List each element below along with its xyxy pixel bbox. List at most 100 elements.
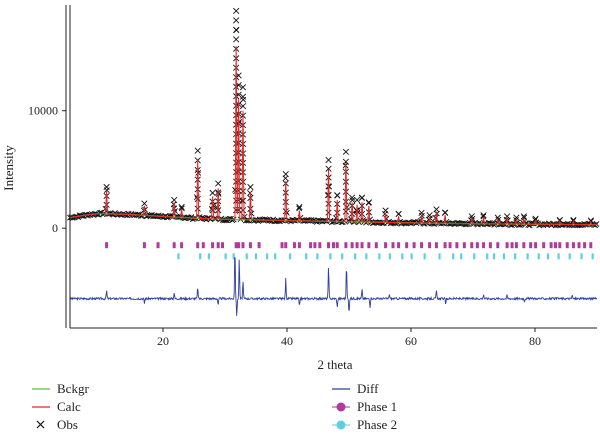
x-tick-label: 60 [405, 334, 417, 348]
obs-point [239, 93, 247, 100]
obs-point [325, 209, 332, 216]
legend-item-phase2: Phase 2 [332, 417, 397, 432]
obs-point [338, 219, 345, 226]
obs-point [239, 169, 247, 176]
obs-point [215, 180, 222, 187]
obs-point [494, 214, 501, 221]
obs-point [215, 207, 222, 214]
obs-point [365, 199, 372, 206]
x-axis-label: 2 theta [317, 357, 352, 372]
obs-point [503, 213, 511, 220]
x-axis: 20 40 60 80 2 theta [70, 327, 597, 372]
obs-point [325, 165, 332, 172]
obs-point [426, 212, 433, 219]
obs-point [239, 197, 247, 204]
obs-point [239, 188, 247, 195]
legend-label: Calc [57, 399, 81, 414]
obs-point [247, 183, 254, 191]
legend-item-diff: Diff [332, 381, 379, 396]
obs-point [233, 7, 240, 14]
obs-point [358, 194, 366, 201]
obs-point [296, 203, 303, 211]
obs-point [103, 183, 110, 191]
obs-point [395, 210, 402, 218]
legend-label: Phase 2 [357, 417, 397, 432]
legend-item-obs: Obs [36, 417, 78, 432]
x-tick-label: 20 [157, 334, 169, 348]
obs-point [239, 178, 247, 185]
obs-point [334, 192, 341, 199]
obs-point [233, 36, 240, 43]
obs-point [209, 207, 216, 214]
obs-point [382, 207, 389, 214]
obs-point [138, 213, 144, 219]
y-tick-label: 0 [52, 221, 58, 235]
y-axis: 0 10000 Intensity [1, 5, 71, 328]
legend-item-calc: Calc [32, 399, 81, 414]
legend-label: Obs [57, 417, 78, 432]
obs-point [194, 147, 201, 154]
obs-point [325, 156, 332, 164]
legend-swatch [336, 402, 346, 412]
obs-point [325, 200, 332, 207]
y-tick-label: 10000 [28, 104, 58, 118]
x-ticks: 20 40 60 80 [157, 328, 541, 348]
legend-item-phase1: Phase 1 [332, 399, 397, 414]
obs-point [348, 194, 356, 201]
legend-label: Phase 1 [357, 399, 397, 414]
obs-point [348, 210, 356, 217]
obs-point [587, 217, 594, 224]
obs-point [282, 208, 289, 215]
obs-point [168, 213, 174, 220]
obs-point [349, 197, 356, 203]
obs-point [525, 222, 532, 228]
legend-swatch [36, 420, 45, 429]
obs-point [171, 196, 178, 204]
obs-point [342, 198, 350, 205]
diff-line [69, 257, 598, 316]
legend-label: Diff [357, 381, 379, 396]
obs-point [194, 195, 201, 203]
obs-point [282, 198, 289, 206]
obs-point [209, 189, 216, 197]
obs-point [480, 212, 487, 219]
obs-point [520, 213, 527, 220]
obs-point [141, 200, 148, 207]
obs-point [358, 210, 366, 217]
obs-point [282, 171, 289, 178]
obs-point [194, 205, 201, 212]
obs-point [521, 214, 528, 221]
obs-point [94, 211, 101, 218]
obs-point [229, 217, 236, 224]
phase2-reflections [177, 253, 594, 260]
obs-series [67, 7, 600, 229]
obs-point [233, 26, 240, 33]
obs-point [480, 213, 487, 220]
obs-point [239, 84, 247, 91]
obs-point [239, 207, 247, 214]
series-layer [67, 7, 600, 316]
x-tick-label: 80 [529, 334, 541, 348]
obs-point [239, 103, 247, 110]
phase1-reflections [105, 242, 593, 249]
obs-point [342, 158, 350, 165]
obs-point [342, 208, 350, 215]
legend-label: Bckgr [57, 381, 89, 396]
obs-point [418, 209, 425, 217]
obs-point [451, 221, 458, 228]
obs-point [334, 209, 341, 216]
obs-point [233, 17, 240, 24]
legend-swatch [336, 420, 346, 430]
obs-point [178, 205, 185, 212]
obs-point [532, 215, 539, 222]
obs-point [522, 220, 529, 227]
obs-point [325, 191, 332, 199]
x-tick-label: 40 [281, 334, 293, 348]
obs-point [468, 213, 475, 220]
y-axis-label: Intensity [1, 145, 16, 191]
obs-point [433, 206, 440, 213]
obs-point [178, 203, 185, 211]
legend-item-bckgr: Bckgr [32, 381, 89, 396]
y-ticks: 0 10000 [28, 104, 66, 235]
